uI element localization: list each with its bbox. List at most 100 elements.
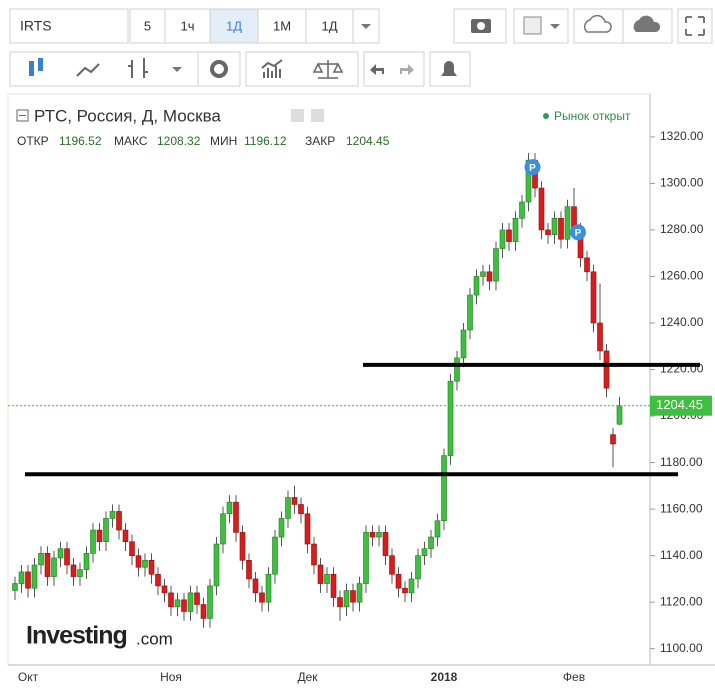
indicators-icon bbox=[261, 59, 283, 78]
candle-body bbox=[233, 501, 239, 533]
symbol-box[interactable] bbox=[9, 8, 129, 44]
candle-body bbox=[116, 511, 122, 531]
candle-body bbox=[317, 564, 324, 584]
candle-body bbox=[25, 571, 31, 589]
candle-body bbox=[18, 571, 25, 584]
candle-body bbox=[376, 532, 382, 538]
candle-body bbox=[12, 583, 18, 591]
candle-body bbox=[486, 271, 493, 282]
candle-body bbox=[265, 573, 272, 603]
cloud-down-icon bbox=[583, 14, 612, 33]
candle-body bbox=[454, 357, 460, 382]
candle-body bbox=[122, 529, 129, 542]
candle-body bbox=[298, 504, 304, 515]
candle-body bbox=[324, 573, 330, 584]
candle-body bbox=[64, 548, 70, 566]
compare-icon bbox=[312, 60, 344, 79]
event-marker[interactable] bbox=[524, 159, 541, 176]
chevron bbox=[172, 67, 182, 72]
interval-button[interactable] bbox=[164, 8, 211, 44]
candle-body bbox=[304, 513, 311, 545]
price-tag bbox=[650, 395, 712, 416]
candle-body bbox=[200, 604, 207, 619]
event-marker[interactable] bbox=[570, 224, 586, 241]
indicator-buttons[interactable] bbox=[245, 51, 359, 87]
candle-body bbox=[499, 229, 506, 249]
ohlc-label: МАКС bbox=[114, 134, 148, 148]
interval-button[interactable] bbox=[305, 8, 354, 44]
candle-body bbox=[558, 218, 564, 240]
ohlc-label: ЗАКР bbox=[305, 134, 335, 148]
y-tick-label: 1260.00 bbox=[660, 269, 704, 283]
candle-body bbox=[441, 455, 447, 522]
color-swatch bbox=[523, 16, 542, 35]
gear-icon bbox=[311, 109, 324, 122]
candle-body bbox=[564, 206, 571, 240]
candle-body bbox=[395, 573, 402, 589]
candle-body bbox=[96, 529, 103, 542]
undo-icon bbox=[370, 64, 384, 75]
ohlc-value: 1208.32 bbox=[157, 134, 201, 148]
y-tick-label: 1120.00 bbox=[660, 594, 703, 608]
candle-body bbox=[181, 599, 187, 612]
candle-icon bbox=[29, 61, 34, 76]
interval-button[interactable] bbox=[129, 8, 166, 44]
candle-body bbox=[460, 329, 467, 359]
ohlc-value: 1204.45 bbox=[346, 134, 390, 148]
interval-button[interactable] bbox=[257, 8, 307, 44]
interval-button[interactable] bbox=[209, 8, 259, 44]
chart-title: РТС, Россия, Д, Москва bbox=[34, 106, 221, 125]
y-tick-label: 1300.00 bbox=[660, 176, 704, 190]
y-tick-label: 1160.00 bbox=[660, 501, 703, 515]
candle-body bbox=[350, 590, 356, 603]
y-tick-label: 1140.00 bbox=[660, 548, 703, 562]
candle-body bbox=[259, 592, 265, 603]
candle-body bbox=[161, 585, 168, 594]
x-tick-label: Окт bbox=[18, 670, 39, 684]
candle-body bbox=[285, 497, 291, 519]
undo-redo[interactable] bbox=[363, 51, 425, 87]
candle-body bbox=[148, 560, 155, 575]
chevron bbox=[550, 24, 560, 29]
candle-body bbox=[239, 532, 246, 561]
chevron bbox=[361, 24, 371, 29]
ohlc-label: МИН bbox=[210, 134, 237, 148]
candle-body bbox=[408, 578, 415, 594]
redo-icon bbox=[400, 64, 414, 75]
candle-body bbox=[506, 229, 512, 242]
candle-body bbox=[142, 560, 148, 568]
x-tick-label: Ноя bbox=[160, 670, 182, 684]
candle-body bbox=[369, 532, 376, 538]
candle-body bbox=[434, 520, 441, 538]
interval-label: 1ч bbox=[180, 18, 194, 33]
market-status: Рынок открыт bbox=[554, 109, 631, 123]
candle-body bbox=[213, 543, 220, 587]
candle-body bbox=[90, 529, 96, 554]
price-tag-label: 1204.45 bbox=[656, 397, 703, 412]
candle-body bbox=[174, 599, 181, 608]
candle-body bbox=[428, 536, 434, 549]
candle-body bbox=[168, 592, 174, 608]
candle-body bbox=[512, 218, 519, 242]
candle-body bbox=[155, 573, 161, 587]
interval-menu[interactable] bbox=[352, 8, 380, 44]
candle-body bbox=[207, 585, 213, 619]
line-icon bbox=[76, 63, 100, 77]
candle-body bbox=[584, 257, 590, 273]
watermark: .com bbox=[136, 629, 173, 648]
symbol: IRTS bbox=[20, 18, 52, 34]
watermark: Investing bbox=[26, 622, 127, 650]
collapse-icon bbox=[16, 109, 29, 122]
fullscreen-button[interactable] bbox=[677, 8, 713, 44]
settings-button[interactable] bbox=[197, 51, 241, 87]
candle-body bbox=[83, 553, 90, 570]
candle-body bbox=[525, 159, 532, 203]
candle-body bbox=[252, 578, 259, 594]
event-label: P bbox=[529, 163, 536, 174]
x-tick-label: Фев bbox=[563, 670, 585, 684]
candle-body bbox=[70, 564, 77, 577]
candle-body bbox=[187, 592, 194, 612]
candle-body bbox=[44, 553, 51, 577]
candle-body bbox=[31, 564, 38, 589]
